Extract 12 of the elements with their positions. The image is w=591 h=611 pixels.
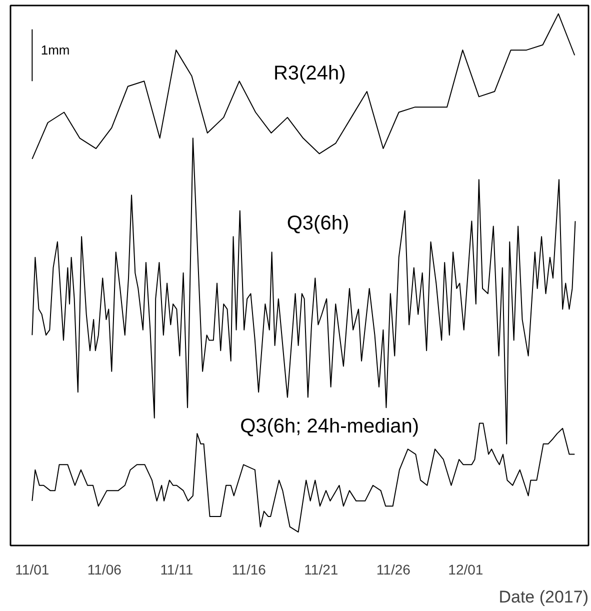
series-label: 1mm [40, 42, 70, 58]
x-tick-label: 11/06 [87, 562, 122, 578]
x-tick-label: 11/26 [376, 562, 411, 578]
x-tick-label: 11/16 [232, 562, 266, 578]
x-axis-title: Date (2017) [498, 588, 589, 606]
x-tick-label: 11/11 [160, 562, 194, 578]
series-label: Q3(6h; 24h-median) [240, 415, 420, 438]
x-tick-label: 12/01 [448, 562, 484, 578]
x-tick-label: 11/01 [15, 562, 50, 578]
series-label: R3(24h) [273, 62, 346, 84]
x-tick-label: 11/21 [304, 562, 338, 578]
series-label: Q3(6h) [286, 212, 350, 235]
